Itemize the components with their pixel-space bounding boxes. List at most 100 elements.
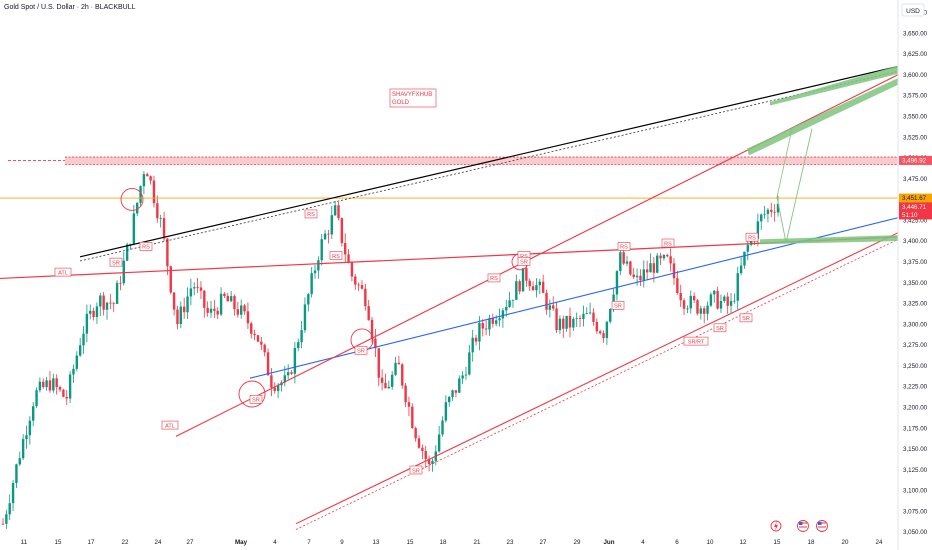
svg-text:RS: RS [520, 254, 528, 260]
candle [253, 329, 256, 341]
candle [330, 205, 333, 239]
price-tick-label: 3,050.00 [903, 529, 928, 536]
svg-text:RS: RS [620, 245, 628, 251]
time-tick-label: 15 [774, 539, 781, 546]
candle [746, 241, 750, 261]
candle [491, 313, 495, 328]
candle [766, 207, 770, 223]
time-tick-label: 15 [55, 539, 62, 546]
candle [736, 266, 739, 311]
symbol-title: Gold Spot / U.S. Dollar · 2h · BLACKBULL [4, 4, 136, 11]
candle [401, 363, 404, 389]
annotation-rs: RS [745, 232, 759, 241]
candle [75, 351, 79, 372]
price-tick-label: 3,650.00 [903, 30, 928, 37]
candle [122, 252, 125, 286]
time-tick-label: 15 [407, 539, 414, 546]
candle [317, 256, 320, 279]
time-tick-label: 13 [373, 539, 380, 546]
candle [431, 458, 434, 472]
svg-text:3,451.67: 3,451.67 [902, 195, 927, 202]
lightning-icon[interactable] [770, 520, 782, 532]
annotation-sr: SR [611, 301, 625, 310]
candle [733, 293, 736, 304]
time-tick-label: 21 [474, 539, 481, 546]
candle [85, 304, 89, 343]
price-axis[interactable]: 3,675.003,650.003,625.003,600.003,575.00… [903, 10, 928, 537]
candle [68, 371, 72, 403]
currency-label: USD [906, 8, 920, 15]
candle [297, 338, 300, 352]
annotation-sr: SR [109, 257, 123, 266]
candle [568, 307, 572, 338]
candle [545, 289, 548, 315]
candle [397, 355, 401, 365]
us-flag-icon[interactable] [797, 520, 809, 532]
time-tick-label: May [235, 539, 248, 546]
candle [380, 369, 384, 391]
candle [55, 374, 58, 395]
candle [313, 264, 317, 279]
candle [374, 329, 377, 357]
candle [484, 320, 488, 336]
price-tick-label: 3,550.00 [903, 114, 928, 121]
candle [723, 294, 726, 303]
candle [52, 373, 55, 393]
annotation-rs: RS [661, 238, 675, 247]
candle [142, 171, 146, 195]
time-tick-label: Jun [603, 539, 614, 546]
candle [216, 307, 219, 320]
candle [58, 385, 62, 392]
candle [387, 380, 391, 389]
time-tick-label: 24 [876, 539, 883, 546]
candle [458, 375, 461, 394]
candle [250, 321, 253, 339]
candle [424, 445, 427, 468]
time-tick-label: 27 [187, 539, 194, 546]
plot-area[interactable]: ATLATLRSRSRSRSRSRSRSRSSRSRSRSRSRSRSR/RTS… [0, 65, 898, 530]
resistance-zone [65, 157, 898, 165]
currency-button[interactable]: USD [901, 3, 925, 17]
annotation-sr: SR [713, 323, 727, 332]
price-tick-label: 3,625.00 [903, 51, 928, 58]
time-tick-label: 24 [155, 539, 162, 546]
event-icons[interactable] [770, 520, 828, 532]
candle [672, 258, 676, 285]
us-flag-icon[interactable] [816, 520, 828, 532]
candle [501, 307, 505, 328]
candle [219, 287, 223, 317]
candle [448, 395, 451, 407]
time-axis[interactable]: 11 15 17 22 24 27 May 4 7 9 13 15 18 21 23 27 29 Jun 4 6 10 1… [21, 539, 883, 546]
annotation-atl: ATL [161, 420, 179, 429]
candle [347, 249, 350, 264]
candle [562, 315, 565, 338]
candle [340, 217, 344, 247]
candle [649, 253, 652, 273]
candle [555, 301, 558, 334]
candle [115, 280, 119, 305]
candle [300, 320, 303, 349]
support-line [0, 236, 898, 280]
target-zone-mid [747, 78, 898, 156]
target-zone-upper [770, 65, 898, 106]
price-tick-label: 3,175.00 [903, 425, 928, 432]
candle [186, 287, 189, 319]
annotation-rs: RS [329, 251, 343, 260]
candle [95, 302, 99, 324]
candle [676, 270, 679, 295]
annotation-rs: RS [487, 273, 501, 283]
candle [384, 373, 387, 389]
candle [344, 233, 347, 263]
drawings-layer [0, 65, 898, 530]
candle [273, 382, 276, 394]
candle [354, 274, 357, 290]
candle [18, 451, 21, 466]
author-line2: GOLD [392, 100, 410, 106]
candle [531, 281, 535, 291]
annotation-sr: SR [249, 395, 263, 404]
candle [99, 292, 102, 316]
svg-text:SR: SR [357, 349, 365, 355]
price-tick-label: 3,400.00 [903, 238, 928, 245]
